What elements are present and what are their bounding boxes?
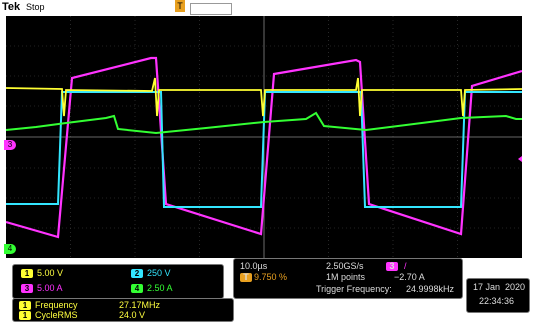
time-value: 22:34:36 — [479, 296, 515, 306]
measurement-row[interactable]: 1 CycleRMS 24.0 V — [19, 310, 145, 320]
measurement-panel[interactable]: 1 Frequency 27.17MHz 1 CycleRMS 24.0 V — [12, 298, 234, 322]
record-position-bar — [190, 3, 232, 15]
channel-scale-panel: 1 5.00 V 2 250 V 3 5.00 A 4 2.50 A — [12, 264, 224, 299]
trigger-level-marker — [518, 156, 522, 162]
ch4-waveform — [6, 111, 522, 135]
ch2-waveform — [6, 91, 522, 208]
ch2-badge: 2 — [131, 268, 143, 278]
meas2-channel-badge: 1 — [19, 310, 31, 320]
waveform-graticule — [6, 16, 522, 258]
trigger-channel-badge: 3 — [386, 262, 398, 271]
trigger-frequency-value: 24.9998kHz — [406, 284, 455, 294]
meas1-value: 27.17MHz — [119, 300, 161, 310]
trigger-slope-icon: / — [404, 261, 407, 271]
ch3-badge: 3 — [21, 283, 33, 293]
trigger-level-value: −2.70 A — [394, 272, 425, 282]
ch3-scale[interactable]: 3 5.00 A — [21, 283, 63, 293]
trigger-position-marker[interactable]: T — [175, 0, 185, 12]
trigger-position-badge: T — [240, 273, 252, 282]
ch3-scale-value: 5.00 A — [37, 283, 63, 293]
date-year: 2020 — [505, 282, 526, 292]
ch2-scale[interactable]: 2 250 V — [131, 268, 171, 278]
measurement-row[interactable]: 1 Frequency 27.17MHz — [19, 300, 160, 310]
top-status-bar: Tek Stop T — [0, 0, 536, 16]
ch3-waveform — [6, 56, 522, 239]
ch3-ground-marker[interactable]: 3 — [4, 140, 16, 150]
horizontal-trigger-panel[interactable]: 10.0µs 2.50GS/s 3 / T 9.750 % 1M points … — [233, 258, 463, 299]
brand-logo: Tek — [2, 1, 21, 13]
date-day: 17 Jan — [473, 282, 501, 292]
meas1-channel-badge: 1 — [19, 300, 31, 310]
run-state-label: Stop — [26, 2, 45, 12]
ch4-scale-value: 2.50 A — [147, 283, 173, 293]
ch1-scale[interactable]: 1 5.00 V — [21, 268, 63, 278]
ch4-scale[interactable]: 4 2.50 A — [131, 283, 173, 293]
trigger-frequency-label: Trigger Frequency: — [316, 284, 392, 294]
sample-rate-value: 2.50GS/s — [326, 261, 364, 271]
meas1-name: Frequency — [35, 300, 78, 310]
ch1-scale-value: 5.00 V — [37, 268, 64, 278]
meas2-value: 24.0 V — [119, 310, 146, 320]
ch2-scale-value: 250 V — [147, 268, 171, 278]
meas2-name: CycleRMS — [35, 310, 78, 320]
date-time-panel: 17 Jan 2020 22:34:36 — [466, 278, 530, 313]
record-length-value: 1M points — [326, 272, 366, 282]
ch4-ground-marker[interactable]: 4 — [4, 244, 16, 254]
ch4-badge: 4 — [131, 283, 143, 293]
waveform-display[interactable] — [6, 16, 522, 258]
ch1-badge: 1 — [21, 268, 33, 278]
ch1-waveform — [6, 77, 522, 117]
trigger-position-value: 9.750 % — [254, 272, 288, 282]
timebase-value: 10.0µs — [240, 261, 268, 271]
